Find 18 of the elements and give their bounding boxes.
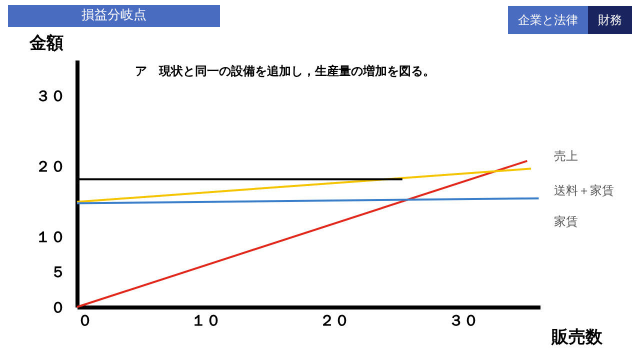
chart-title: 損益分岐点 (8, 5, 220, 27)
series-label: 家賃 (554, 214, 578, 228)
x-tick-label: ０ (78, 312, 92, 330)
text: 売上 (554, 148, 578, 163)
x-tick-label: １０ (191, 312, 222, 330)
text: 企業と法律 (508, 6, 588, 34)
y-tick-label: １０ (36, 228, 66, 246)
x-axis-title: 販売数 (550, 328, 604, 348)
text: 財務 (588, 6, 632, 34)
y-tick-label: ２０ (36, 157, 66, 176)
x-tick-label: ３０ (448, 312, 478, 330)
text: 送料＋家賃 (554, 184, 614, 198)
y-tick-label: ０ (50, 298, 66, 316)
y-tick-label: ３０ (36, 86, 66, 105)
chart-subtitle: ア 現状と同一の設備を追加し，生産量の増加を図る。 (135, 63, 435, 80)
y-axis-title: 金額 (28, 34, 64, 54)
x-tick-label: ２０ (320, 312, 350, 330)
y-tick-label: ５ (50, 263, 66, 282)
